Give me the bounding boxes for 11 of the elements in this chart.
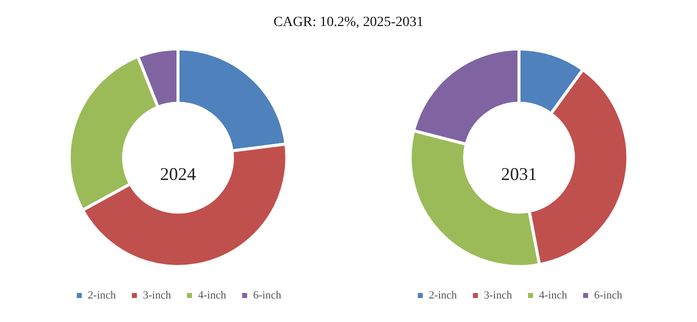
text: CAGR: 10.2%, 2025-2031 — [273, 15, 424, 30]
legend-label: 2-inch — [428, 290, 458, 302]
text: 2024 — [160, 164, 196, 184]
legend-label: 4-inch — [198, 290, 227, 302]
legend-label: 6-inch — [253, 290, 282, 302]
legend-label: 3-inch — [143, 290, 172, 302]
legend-label: 4-inch — [538, 290, 568, 302]
legend-label: 3-inch — [484, 290, 512, 302]
legend-label: 6-inch — [594, 290, 622, 302]
legend-label: 2-inch — [88, 290, 117, 302]
text: 2031 — [500, 164, 537, 184]
